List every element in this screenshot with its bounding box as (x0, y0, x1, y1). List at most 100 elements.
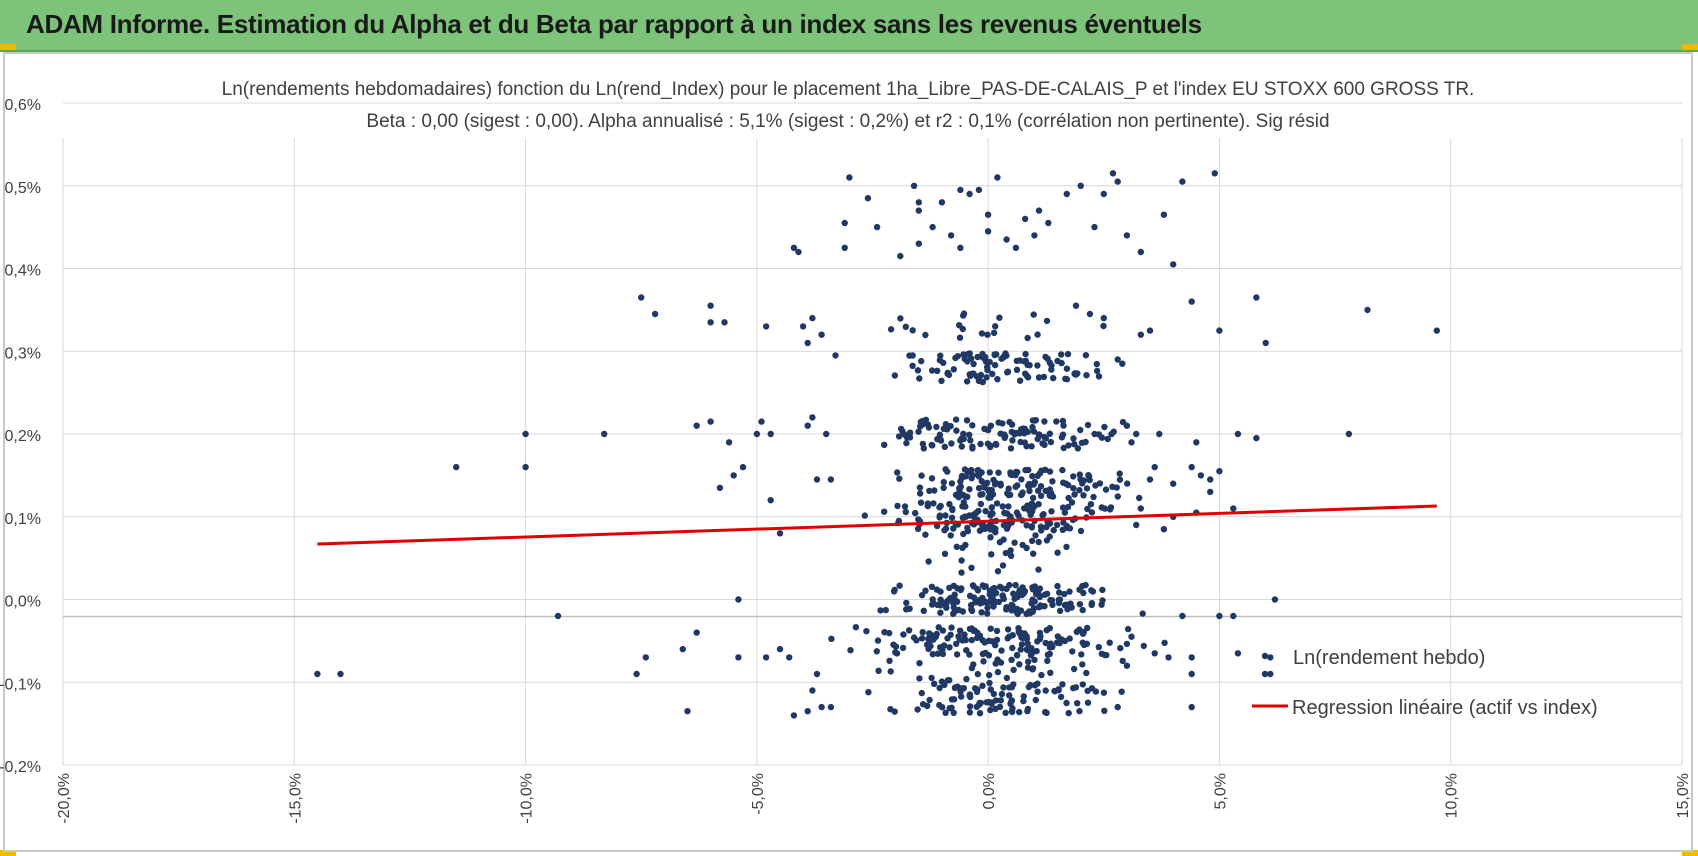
data-point (992, 525, 999, 532)
data-point (1079, 639, 1086, 646)
data-point (917, 499, 925, 506)
data-point (930, 500, 937, 507)
data-point (651, 310, 659, 318)
data-point (1033, 586, 1040, 593)
data-point (984, 604, 991, 611)
data-point (1079, 661, 1086, 668)
data-point (987, 526, 994, 533)
data-point (1216, 327, 1223, 334)
data-point (1123, 640, 1131, 648)
data-point (841, 219, 848, 227)
data-point (1156, 430, 1163, 438)
header-title: ADAM Informe. Estimation du Alpha et du … (26, 9, 1202, 39)
data-point (1046, 650, 1054, 658)
data-point (684, 708, 691, 715)
data-point (1013, 651, 1021, 659)
data-point (947, 532, 954, 539)
data-point (977, 699, 985, 707)
data-point (894, 469, 901, 476)
data-point (1005, 503, 1012, 510)
data-point (959, 544, 966, 551)
data-point (967, 693, 974, 701)
data-point (1000, 684, 1007, 691)
data-point (916, 375, 923, 382)
data-point (975, 473, 983, 480)
data-point (1035, 207, 1043, 214)
data-point (1004, 368, 1012, 375)
data-point (1019, 584, 1026, 591)
data-point (973, 373, 980, 380)
data-point (1061, 509, 1069, 516)
data-point (915, 199, 922, 206)
data-point (1188, 670, 1195, 678)
data-point (939, 627, 947, 634)
data-point (1053, 521, 1061, 529)
data-point (946, 500, 953, 508)
data-point (1008, 428, 1015, 436)
legend-label-points: Ln(rendement hebdo) (1293, 647, 1485, 669)
data-point (910, 634, 918, 641)
data-point (966, 709, 974, 716)
data-point (1216, 612, 1223, 620)
data-point (953, 543, 960, 550)
data-point (929, 223, 936, 231)
data-point (1077, 426, 1084, 434)
data-point (916, 660, 923, 667)
data-point (941, 550, 949, 557)
data-point (1024, 334, 1031, 342)
data-point (1100, 314, 1108, 322)
data-point (1046, 468, 1054, 475)
data-point (864, 195, 872, 202)
data-point (1088, 685, 1096, 692)
data-point (988, 486, 995, 494)
data-point (1032, 696, 1040, 704)
data-point (966, 703, 974, 710)
data-point (1063, 190, 1071, 198)
data-point (863, 628, 870, 635)
data-point (823, 430, 830, 438)
y-tick-label: 0,5% (5, 180, 41, 197)
data-point (1056, 596, 1064, 603)
data-point (730, 472, 737, 479)
data-point (1101, 423, 1108, 431)
data-point (1013, 366, 1021, 373)
data-point (1207, 476, 1214, 483)
data-point (1076, 471, 1084, 478)
data-point (1007, 552, 1015, 559)
data-point (900, 631, 907, 638)
y-tick-label: 0,1% (5, 511, 41, 528)
data-point (953, 640, 960, 647)
data-point (1076, 487, 1083, 494)
data-point (897, 252, 904, 260)
data-point (986, 671, 993, 679)
data-point (1013, 357, 1020, 365)
data-point (1083, 485, 1091, 492)
data-point (998, 355, 1005, 362)
data-point (1114, 703, 1121, 711)
data-point (1083, 669, 1090, 677)
data-point (1013, 609, 1020, 616)
data-point (909, 327, 916, 334)
data-point (906, 434, 914, 441)
data-point (894, 502, 901, 510)
data-point (601, 430, 608, 438)
data-point (1253, 434, 1260, 442)
data-point (958, 435, 965, 442)
data-point (997, 697, 1004, 704)
data-point (1013, 509, 1021, 516)
data-point (909, 362, 916, 369)
data-point (1058, 351, 1065, 358)
data-point (1123, 232, 1131, 239)
data-point (735, 596, 742, 603)
data-point (1006, 692, 1013, 699)
data-point (1193, 439, 1200, 446)
header-banner: ADAM Informe. Estimation du Alpha et du … (0, 0, 1698, 52)
data-point (1071, 491, 1078, 498)
data-point (896, 475, 903, 482)
data-point (1057, 693, 1065, 701)
data-point (1008, 607, 1015, 614)
data-point (963, 417, 971, 424)
data-point (1160, 526, 1168, 533)
corner-marker-top-right (1682, 44, 1698, 50)
data-point (958, 569, 965, 576)
